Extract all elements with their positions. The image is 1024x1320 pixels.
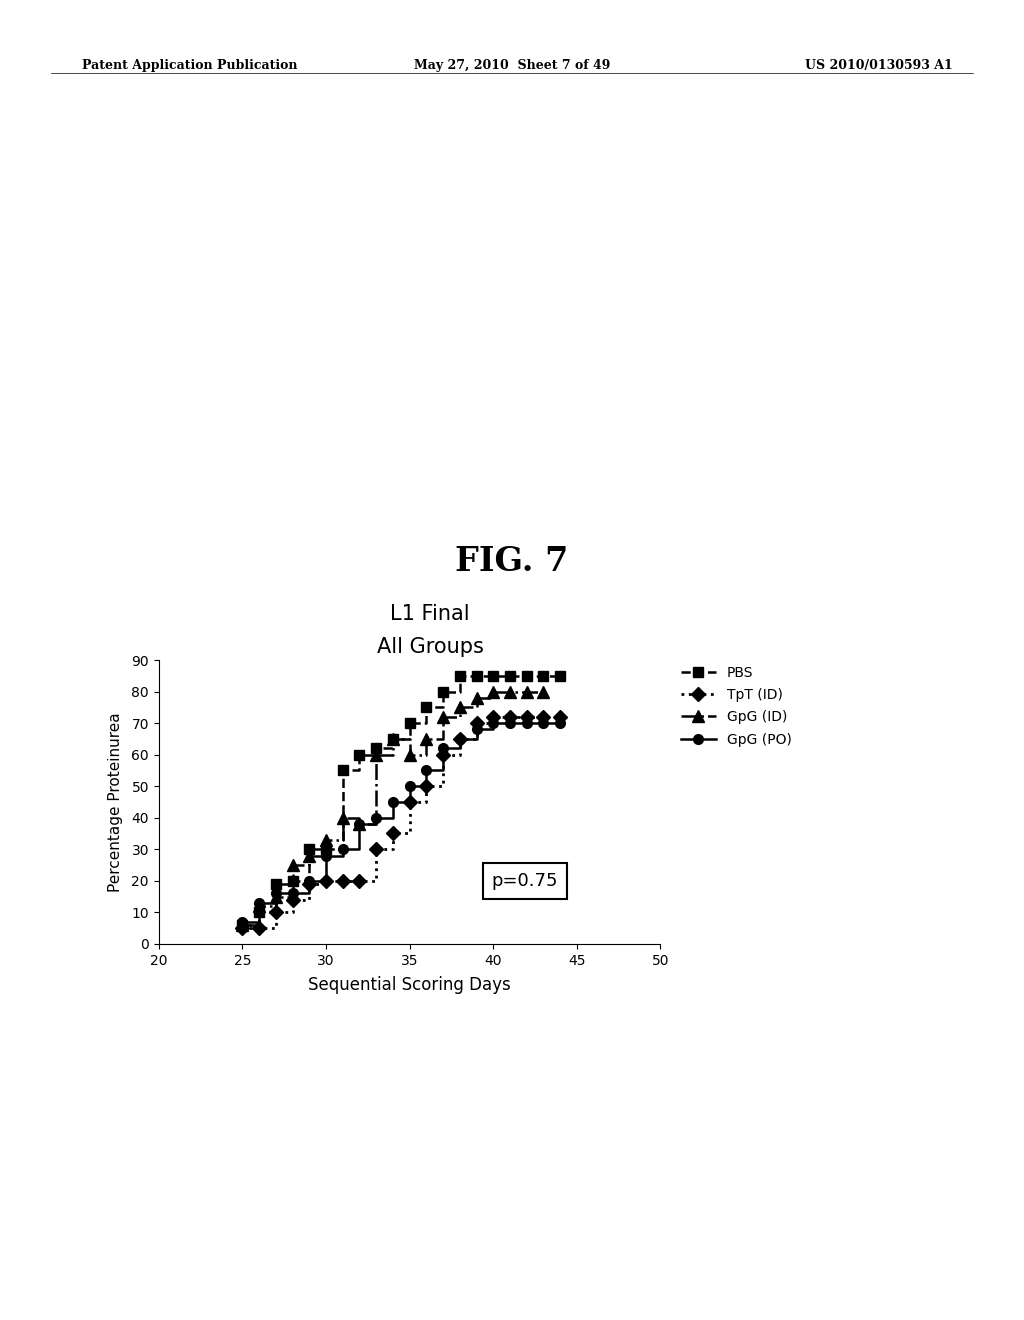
Text: Patent Application Publication: Patent Application Publication xyxy=(82,59,297,73)
Text: US 2010/0130593 A1: US 2010/0130593 A1 xyxy=(805,59,952,73)
Text: FIG. 7: FIG. 7 xyxy=(456,545,568,578)
Text: p=0.75: p=0.75 xyxy=(492,873,558,891)
Text: All Groups: All Groups xyxy=(377,636,483,657)
Y-axis label: Percentage Proteinurea: Percentage Proteinurea xyxy=(109,711,123,892)
Text: L1 Final: L1 Final xyxy=(390,603,470,624)
X-axis label: Sequential Scoring Days: Sequential Scoring Days xyxy=(308,975,511,994)
Text: May 27, 2010  Sheet 7 of 49: May 27, 2010 Sheet 7 of 49 xyxy=(414,59,610,73)
Legend: PBS, TpT (ID), GpG (ID), GpG (PO): PBS, TpT (ID), GpG (ID), GpG (PO) xyxy=(676,660,798,752)
